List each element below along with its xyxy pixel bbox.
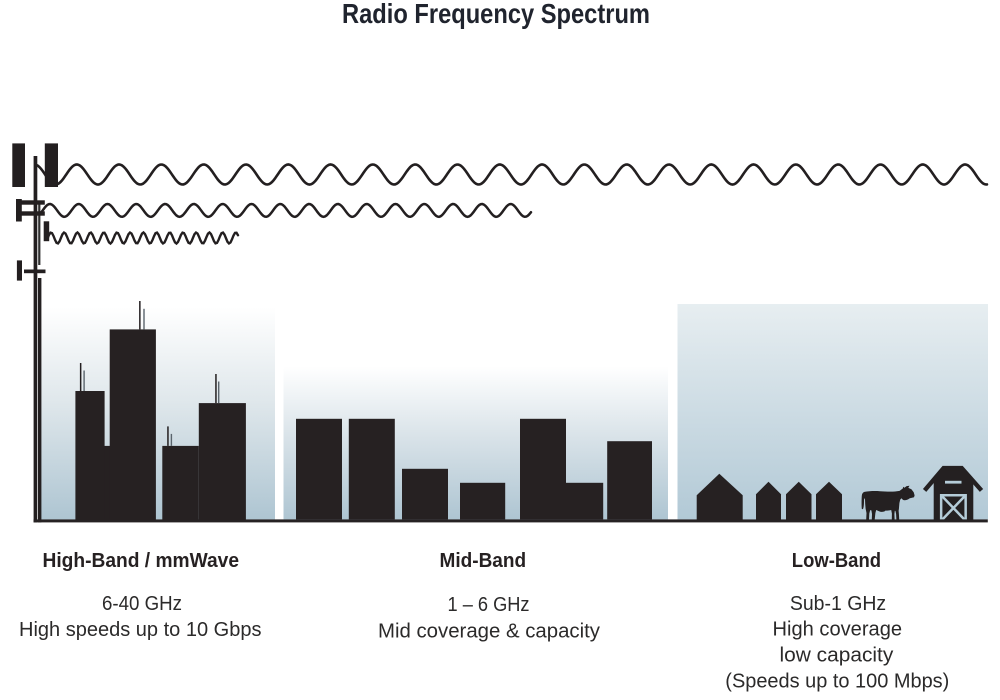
svg-text:Mid coverage & capacity: Mid coverage & capacity xyxy=(378,620,601,643)
svg-text:Sub-1 GHz: Sub-1 GHz xyxy=(790,592,886,615)
svg-text:Mid-Band: Mid-Band xyxy=(440,549,527,572)
svg-text:1 – 6 GHz: 1 – 6 GHz xyxy=(448,593,530,616)
svg-text:6-40 GHz: 6-40 GHz xyxy=(102,592,182,615)
svg-text:Low-Band: Low-Band xyxy=(792,549,881,572)
svg-text:Radio Frequency Spectrum: Radio Frequency Spectrum xyxy=(342,0,650,29)
svg-text:(Speeds up to 100 Mbps): (Speeds up to 100 Mbps) xyxy=(725,670,949,693)
svg-text:High coverage: High coverage xyxy=(773,618,903,641)
svg-text:High speeds up to 10 Gbps: High speeds up to 10 Gbps xyxy=(19,618,262,641)
svg-text:High-Band / mmWave: High-Band / mmWave xyxy=(43,549,240,572)
svg-text:low capacity: low capacity xyxy=(780,644,895,667)
